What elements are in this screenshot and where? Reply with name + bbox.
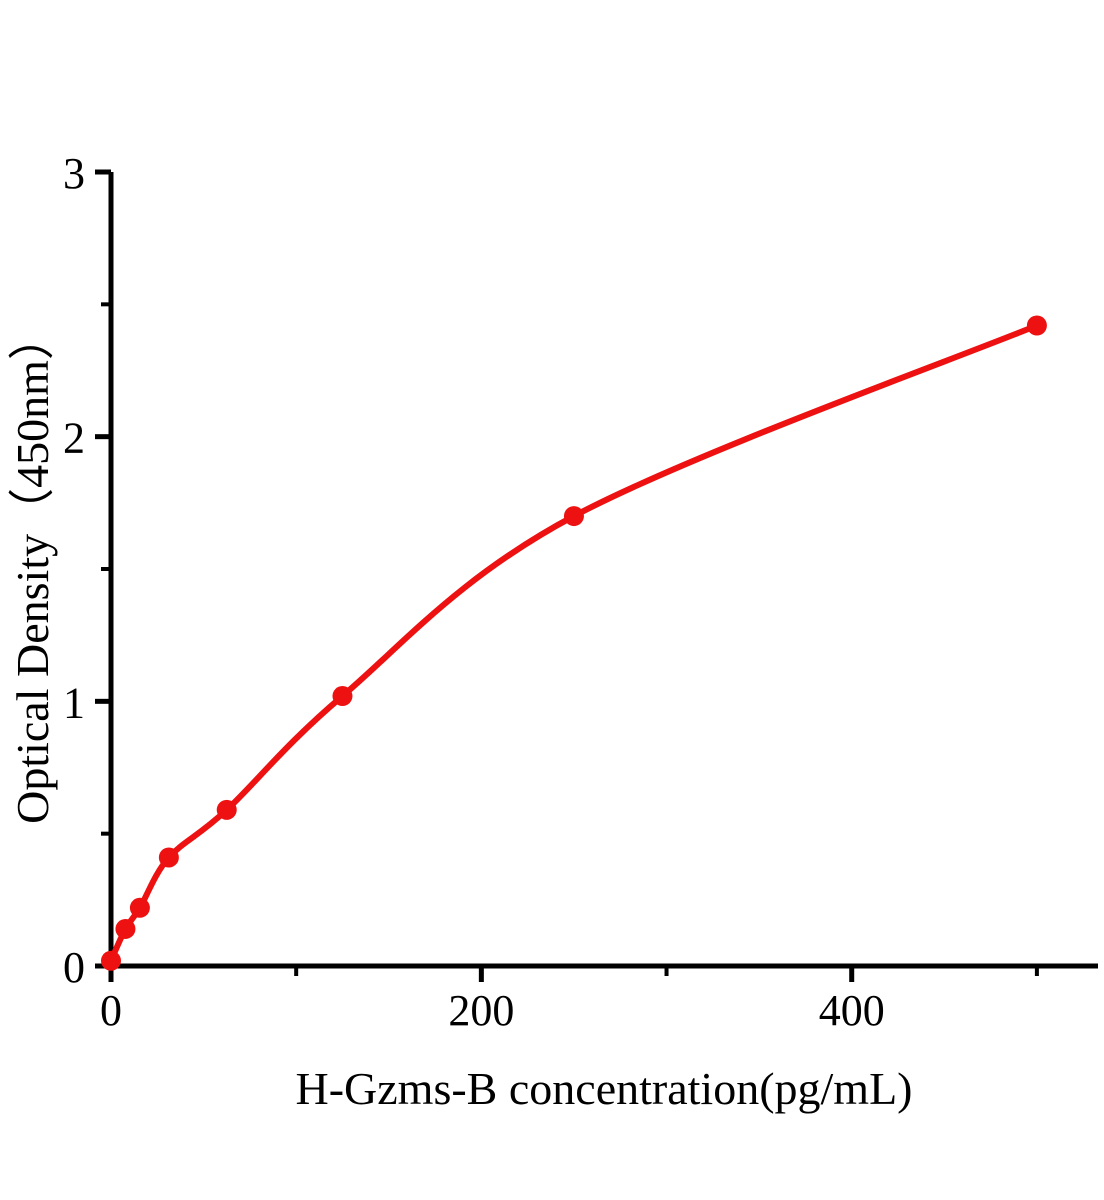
data-point-marker <box>129 897 150 918</box>
x-tick-label: 0 <box>100 986 122 1035</box>
y-axis-title: Optical Density（450nm） <box>7 314 58 824</box>
data-point-marker <box>563 506 584 527</box>
x-axis-title: H-Gzms-B concentration(pg/mL) <box>295 1063 913 1114</box>
y-tick-label: 3 <box>63 149 85 198</box>
x-tick-label: 200 <box>448 986 514 1035</box>
fit-curve <box>108 322 1040 964</box>
data-point-marker <box>158 847 179 868</box>
x-tick-label: 400 <box>819 986 885 1035</box>
data-point-marker <box>332 686 353 707</box>
data-point-marker <box>1026 315 1047 336</box>
data-point-marker <box>115 918 136 939</box>
y-tick-label: 1 <box>63 678 85 727</box>
data-point-marker <box>216 799 237 820</box>
data-point-marker <box>101 950 121 971</box>
y-tick-label: 0 <box>63 943 85 992</box>
y-tick-label: 2 <box>63 414 85 463</box>
